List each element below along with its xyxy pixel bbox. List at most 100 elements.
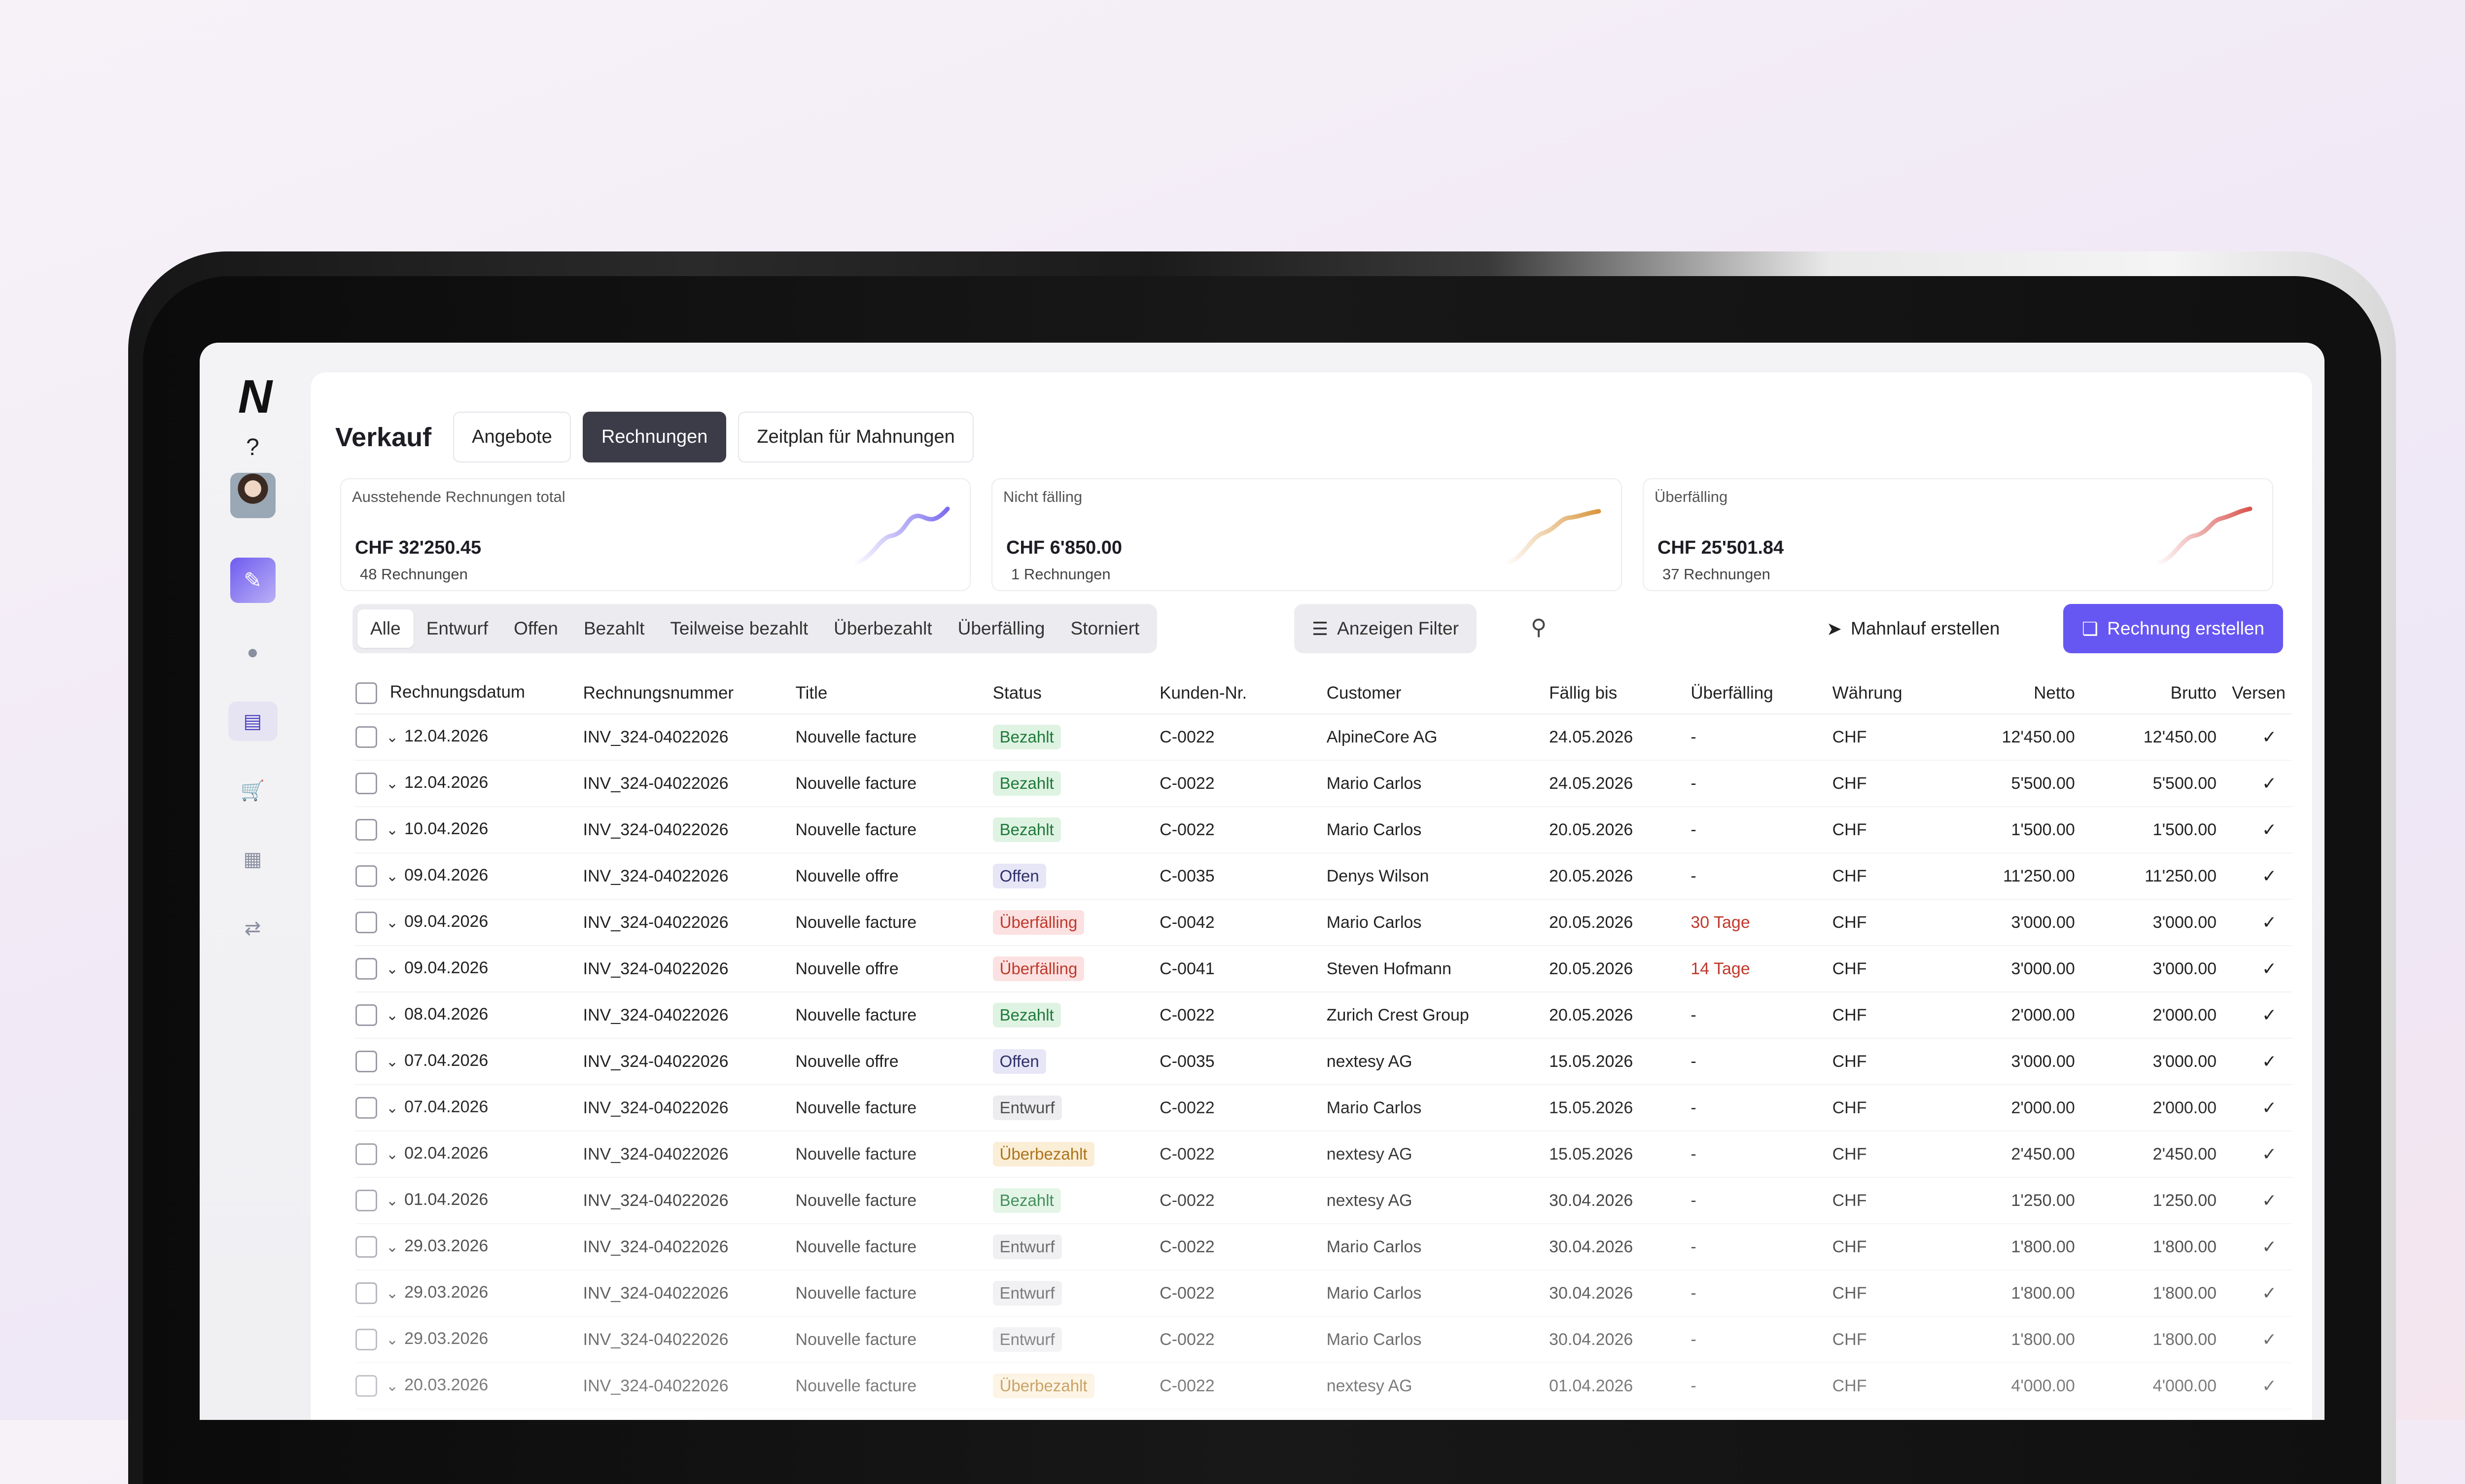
- cell-number[interactable]: INV_324-04022026: [582, 807, 795, 853]
- table-row[interactable]: ⌄ 01.04.2026 INV_324-04022026 Nouvelle fact…: [355, 1177, 2292, 1224]
- row-checkbox[interactable]: [355, 1004, 377, 1026]
- table-row[interactable]: ⌄ 08.04.2026 INV_324-04022026 Nouvelle fact…: [355, 992, 2292, 1039]
- row-checkbox[interactable]: [355, 1236, 377, 1258]
- chevron-down-icon[interactable]: ⌄: [386, 1285, 399, 1302]
- chevron-down-icon[interactable]: ⌄: [386, 914, 399, 931]
- cell-number[interactable]: INV_324-04022026: [582, 1224, 795, 1271]
- col-kunden-nr[interactable]: Kunden-Nr.: [1159, 673, 1326, 714]
- row-checkbox[interactable]: [355, 912, 377, 933]
- status-tab-ueberfaellig[interactable]: Überfälling: [957, 618, 1045, 638]
- col-waehrung[interactable]: Währung: [1831, 673, 1948, 714]
- cell-number[interactable]: INV_324-04022026: [582, 760, 795, 807]
- tab-zeitplan-mahnungen[interactable]: Zeitplan für Mahnungen: [738, 412, 974, 462]
- row-checkbox[interactable]: [355, 773, 377, 794]
- row-checkbox[interactable]: [355, 819, 377, 841]
- chevron-down-icon[interactable]: ⌄: [386, 775, 399, 792]
- cell-number[interactable]: INV_324-04022026: [582, 1085, 795, 1131]
- status-tab-ueberbezahlt[interactable]: Überbezahlt: [834, 618, 932, 638]
- table-row[interactable]: ⌄ 09.04.2026 INV_324-04022026 Nouvelle offr…: [355, 853, 2292, 900]
- chevron-down-icon[interactable]: ⌄: [386, 1192, 399, 1209]
- table-row[interactable]: ⌄ 09.04.2026 INV_324-04022026 Nouvelle offr…: [355, 946, 2292, 992]
- table-row[interactable]: ⌄ 09.04.2026 INV_324-04022026 Nouvelle fact…: [355, 899, 2292, 946]
- cell-number[interactable]: INV_324-04022026: [582, 1131, 795, 1178]
- table-row[interactable]: ⌄ 29.03.2026 INV_324-04022026 Nouvelle fact…: [355, 1270, 2292, 1317]
- chevron-down-icon[interactable]: ⌄: [386, 1238, 399, 1255]
- contacts-icon[interactable]: ●: [246, 641, 259, 663]
- chevron-down-icon[interactable]: ⌄: [386, 1053, 399, 1070]
- reports-icon[interactable]: ▦: [243, 848, 262, 870]
- cell-number[interactable]: INV_324-04022026: [582, 1316, 795, 1363]
- chevron-down-icon[interactable]: ⌄: [386, 729, 399, 745]
- table-row[interactable]: ⌄ 12.04.2026 INV_324-04022026 Nouvelle fact…: [355, 760, 2292, 807]
- status-tab-alle[interactable]: Alle: [357, 609, 414, 648]
- select-all-checkbox[interactable]: [355, 682, 377, 704]
- col-ueberfaellig[interactable]: Überfälling: [1690, 673, 1832, 714]
- create-invoice-button[interactable]: ❏ Rechnung erstellen: [2063, 604, 2283, 653]
- row-checkbox[interactable]: [355, 726, 377, 748]
- col-rechnungsdatum[interactable]: Rechnungsdatum: [355, 673, 583, 714]
- cell-number[interactable]: INV_324-04022026: [582, 853, 795, 900]
- row-checkbox[interactable]: [355, 1190, 377, 1211]
- chevron-down-icon[interactable]: ⌄: [386, 1331, 399, 1348]
- cell-number[interactable]: INV_324-04022026: [582, 899, 795, 946]
- cell-number[interactable]: INV_324-04022026: [582, 946, 795, 992]
- cell-number[interactable]: INV_324-04022026: [582, 992, 795, 1039]
- chevron-down-icon[interactable]: ⌄: [386, 821, 399, 838]
- status-tab-teilweise-bezahlt[interactable]: Teilweise bezahlt: [670, 618, 809, 638]
- table-row[interactable]: ⌄ 07.04.2026 INV_324-04022026 Nouvelle fact…: [355, 1085, 2292, 1131]
- row-checkbox[interactable]: [355, 1143, 377, 1165]
- show-filter-button[interactable]: ☰ Anzeigen Filter: [1294, 604, 1477, 653]
- cell-number[interactable]: INV_324-04022026: [582, 1038, 795, 1085]
- tab-angebote[interactable]: Angebote: [453, 412, 571, 462]
- help-icon[interactable]: ?: [246, 434, 259, 460]
- chevron-down-icon[interactable]: ⌄: [386, 1007, 399, 1024]
- card-not-due[interactable]: Nicht fälling CHF 6'850.00 1 Rechnungen: [991, 478, 1622, 591]
- row-checkbox[interactable]: [355, 1282, 377, 1304]
- table-row[interactable]: ⌄ 07.04.2026 INV_324-04022026 Nouvelle offr…: [355, 1038, 2292, 1085]
- chevron-down-icon[interactable]: ⌄: [386, 1146, 399, 1163]
- status-tab-entwurf[interactable]: Entwurf: [426, 618, 489, 638]
- status-tab-bezahlt[interactable]: Bezahlt: [583, 618, 645, 638]
- tab-rechnungen[interactable]: Rechnungen: [582, 412, 727, 462]
- row-checkbox[interactable]: [355, 1051, 377, 1072]
- sales-chart-icon[interactable]: ▤: [228, 702, 278, 741]
- search-icon[interactable]: ⚲: [1531, 615, 1547, 639]
- col-netto[interactable]: Netto: [1948, 673, 2090, 714]
- row-checkbox[interactable]: [355, 1097, 377, 1119]
- col-title[interactable]: Title: [795, 673, 992, 714]
- row-checkbox[interactable]: [355, 1375, 377, 1397]
- table-row[interactable]: ⌄ 12.04.2026 INV_324-04022026 Nouvelle fact…: [355, 714, 2292, 761]
- table-row[interactable]: ⌄ 29.03.2026 INV_324-04022026 Nouvelle fact…: [355, 1316, 2292, 1363]
- table-row[interactable]: ⌄ 02.04.2026 INV_324-04022026 Nouvelle fact…: [355, 1131, 2292, 1178]
- table-row[interactable]: ⌄ 29.03.2026 INV_324-04022026 Nouvelle fact…: [355, 1224, 2292, 1271]
- status-tab-offen[interactable]: Offen: [514, 618, 558, 638]
- cell-number[interactable]: INV_324-04022026: [582, 1177, 795, 1224]
- app-logo[interactable]: N: [238, 370, 272, 423]
- create-dunning-button[interactable]: ➤ Mahnlauf erstellen: [1827, 604, 2000, 653]
- col-rechnungsnummer[interactable]: Rechnungsnummer: [582, 673, 795, 714]
- status-tab-storniert[interactable]: Storniert: [1070, 618, 1140, 638]
- table-row[interactable]: ⌄ 20.03.2026 INV_324-04022026 Nouvelle fact…: [355, 1363, 2292, 1410]
- row-checkbox[interactable]: [355, 1329, 377, 1350]
- settings-sliders-icon[interactable]: ⇄: [244, 918, 261, 939]
- table-row[interactable]: ⌄ 10.04.2026 INV_324-04022026 Nouvelle fact…: [355, 807, 2292, 853]
- row-checkbox[interactable]: [355, 865, 377, 887]
- cell-number[interactable]: INV_324-04022026: [582, 714, 795, 761]
- col-brutto[interactable]: Brutto: [2089, 673, 2232, 714]
- card-outstanding-total[interactable]: Ausstehende Rechnungen total CHF 32'250.…: [340, 478, 971, 591]
- chevron-down-icon[interactable]: ⌄: [386, 1099, 399, 1116]
- col-status[interactable]: Status: [992, 673, 1160, 714]
- chevron-down-icon[interactable]: ⌄: [386, 868, 399, 884]
- cell-number[interactable]: INV_324-04022026: [582, 1409, 795, 1420]
- row-checkbox[interactable]: [355, 958, 377, 980]
- card-overdue[interactable]: Überfälling CHF 25'501.84 37 Rechnungen: [1643, 478, 2273, 591]
- col-versendet[interactable]: Versen: [2231, 673, 2292, 714]
- chevron-down-icon[interactable]: ⌄: [386, 1378, 399, 1394]
- cart-icon[interactable]: 🛒: [240, 779, 265, 802]
- col-customer[interactable]: Customer: [1326, 673, 1549, 714]
- user-avatar[interactable]: [230, 473, 276, 518]
- chevron-down-icon[interactable]: ⌄: [386, 960, 399, 977]
- cell-number[interactable]: INV_324-04022026: [582, 1363, 795, 1410]
- cell-number[interactable]: INV_324-04022026: [582, 1270, 795, 1317]
